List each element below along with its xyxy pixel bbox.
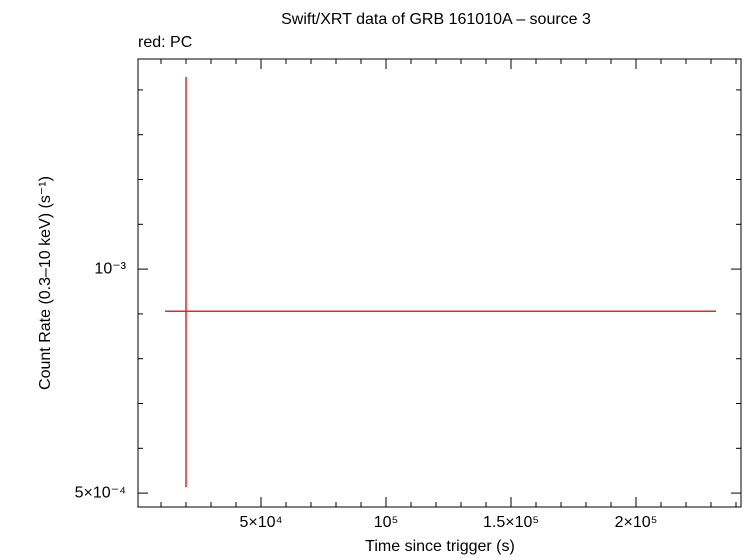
x-tick-label: 2×10⁵ <box>615 514 658 531</box>
x-tick-label: 5×10⁴ <box>240 514 283 531</box>
plot-frame <box>137 58 742 508</box>
chart-subtitle: red: PC <box>138 34 192 51</box>
y-tick-label: 10⁻³ <box>94 260 126 277</box>
y-tick-label: 5×10⁻⁴ <box>75 484 126 501</box>
chart-title: Swift/XRT data of GRB 161010A – source 3 <box>281 11 591 28</box>
x-tick-label: 1.5×10⁵ <box>483 514 539 531</box>
y-axis-label: Count Rate (0.3–10 keV) (s⁻¹) <box>37 176 54 390</box>
x-axis-label: Time since trigger (s) <box>365 538 515 555</box>
x-tick-label: 10⁵ <box>374 514 398 531</box>
